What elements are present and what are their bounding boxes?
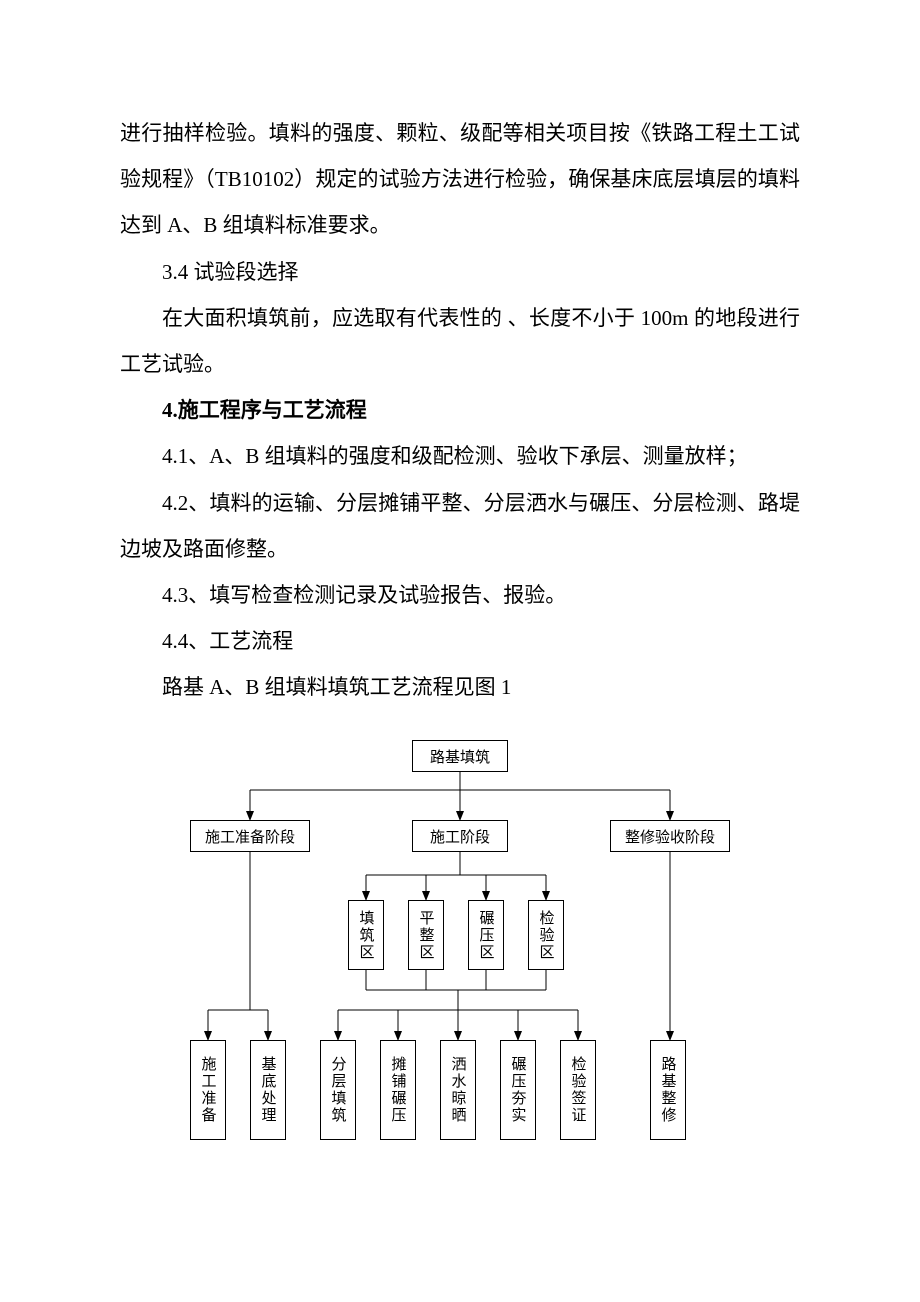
flowchart-node-a2: 基底处理 [250, 1040, 286, 1140]
flowchart-node-b3: 洒水晾晒 [440, 1040, 476, 1140]
flowchart-node-fill_zone: 填筑区 [348, 900, 384, 970]
flowchart-node-c1: 路基整修 [650, 1040, 686, 1140]
paragraph-8: 4.4、工艺流程 [120, 618, 800, 664]
paragraph-1: 进行抽样检验。填料的强度、颗粒、级配等相关项目按《铁路工程土工试验规程》（TB1… [120, 110, 800, 249]
flowchart-node-b5: 检验签证 [560, 1040, 596, 1140]
paragraph-2: 3.4 试验段选择 [120, 249, 800, 295]
flowchart-node-b1: 分层填筑 [320, 1040, 356, 1140]
paragraph-3: 在大面积填筑前，应选取有代表性的 、长度不小于 100m 的地段进行工艺试验。 [120, 295, 800, 387]
flowchart-node-b4: 碾压夯实 [500, 1040, 536, 1140]
flowchart: 路基填筑施工准备阶段 施工阶段 整修验收阶段填筑区平整区碾压区检验区施工准备基底处理… [120, 740, 800, 1160]
document-page: 进行抽样检验。填料的强度、颗粒、级配等相关项目按《铁路工程土工试验规程》（TB1… [0, 0, 920, 1302]
paragraph-5: 4.1、A、B 组填料的强度和级配检测、验收下承层、测量放样； [120, 433, 800, 479]
paragraph-7: 4.3、填写检查检测记录及试验报告、报验。 [120, 572, 800, 618]
flowchart-node-b2: 摊铺碾压 [380, 1040, 416, 1140]
paragraph-9: 路基 A、B 组填料填筑工艺流程见图 1 [120, 664, 800, 710]
flowchart-node-roll_zone: 碾压区 [468, 900, 504, 970]
flowchart-node-prep: 施工准备阶段 [190, 820, 310, 852]
flowchart-node-flat_zone: 平整区 [408, 900, 444, 970]
flowchart-node-chk_zone: 检验区 [528, 900, 564, 970]
heading-4: 4.施工程序与工艺流程 [120, 387, 800, 433]
flowchart-node-finish: 整修验收阶段 [610, 820, 730, 852]
flowchart-node-cons: 施工阶段 [412, 820, 508, 852]
paragraph-6: 4.2、填料的运输、分层摊铺平整、分层洒水与碾压、分层检测、路堤边坡及路面修整。 [120, 480, 800, 572]
flowchart-node-root: 路基填筑 [412, 740, 508, 772]
flowchart-node-a1: 施工准备 [190, 1040, 226, 1140]
